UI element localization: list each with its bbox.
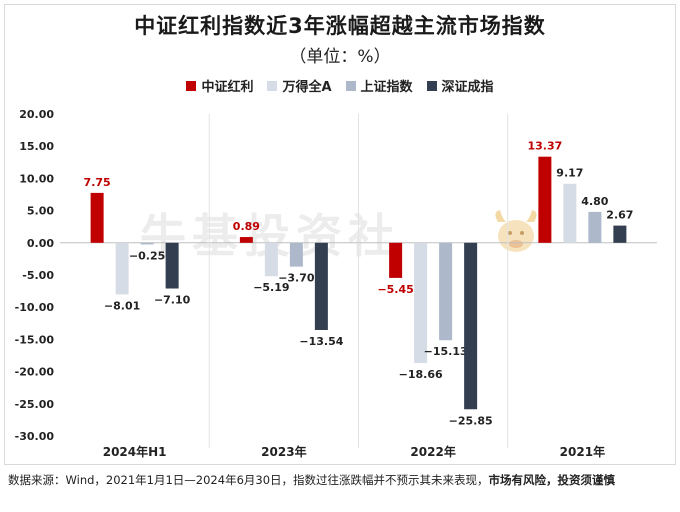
bar-3-2 [588,211,602,243]
footnote: 数据来源：Wind，2021年1月1日—2024年6月30日，指数过往涨跌幅并不… [8,470,672,490]
data-label: −5.19 [253,281,289,294]
data-label: −0.25 [129,249,165,262]
chart-legend: 中证红利 万得全A 上证指数 深证成指 [0,76,680,95]
y-tick-label: -20.00 [15,366,55,379]
y-tick-label: 15.00 [19,140,54,153]
x-category-label: 2024年H1 [103,444,167,459]
data-label: −25.85 [449,414,493,427]
footnote-risk-warning: 市场有风险，投资须谨慎 [488,473,616,487]
bar-1-3 [314,242,328,330]
bar-1-2 [289,242,303,267]
legend-swatch [267,80,278,91]
data-label: −5.45 [377,283,413,296]
data-label: −7.10 [154,294,191,307]
legend-item-szzs: 上证指数 [345,76,413,95]
y-tick-label: 5.00 [27,205,54,218]
legend-label: 中证红利 [201,80,254,95]
bar-0-0 [90,192,104,243]
data-label: 4.80 [581,195,608,208]
data-label: 2.67 [606,209,633,222]
bar-2-1 [414,242,428,363]
bar-3-0 [538,156,552,243]
data-label: −8.01 [104,299,140,312]
bull-mascot-icon [495,210,537,252]
y-tick-label: -10.00 [15,301,55,314]
y-tick-label: 20.00 [19,108,54,121]
bar-0-3 [165,242,179,289]
data-label: 9.17 [556,167,583,180]
y-tick-label: 10.00 [19,172,54,185]
data-label: 0.89 [233,220,260,233]
data-label: 7.75 [84,176,111,189]
legend-item-zzhl: 中证红利 [186,76,253,95]
bar-1-0 [239,237,253,243]
legend-swatch [426,80,437,91]
x-category-label: 2022年 [410,444,455,459]
data-label: −3.70 [278,272,315,285]
data-label: −13.54 [299,335,343,348]
chart-subtitle: （单位：%） [289,47,391,67]
bar-2-3 [464,242,478,410]
chart-title: 中证红利指数近3年涨幅超越主流市场指数 [134,14,546,38]
bar-1-1 [264,242,278,277]
y-tick-label: -15.00 [15,333,55,346]
bar-2-2 [439,242,453,341]
y-tick-label: -25.00 [15,398,55,411]
bar-3-3 [613,225,627,243]
legend-label: 万得全A [282,80,332,95]
legend-label: 深证成指 [441,80,494,95]
footnote-source: 数据来源：Wind，2021年1月1日—2024年6月30日，指数过往涨跌幅并不… [8,473,489,487]
y-tick-label: -5.00 [22,269,54,282]
data-label: −18.66 [399,368,443,381]
bar-2-0 [389,242,403,278]
bar-0-2 [140,242,154,245]
bar-0-1 [115,242,129,295]
x-category-label: 2021年 [560,444,605,459]
chart-frame [4,4,676,465]
x-category-label: 2023年 [261,444,306,459]
legend-item-wdqa: 万得全A [267,76,332,95]
chart-plot: 20.00 15.00 10.00 5.00 0.00 -5.00 -10.00 -15.00… [15,108,657,459]
data-label: 13.37 [527,140,562,153]
legend-swatch [186,80,197,91]
bar-3-1 [563,183,577,243]
data-label: −15.13 [424,345,468,358]
legend-item-szcz: 深证成指 [426,76,494,95]
y-tick-label: 0.00 [27,237,54,250]
y-tick-label: -30.00 [15,430,55,443]
legend-label: 上证指数 [360,80,413,95]
legend-swatch [345,80,356,91]
